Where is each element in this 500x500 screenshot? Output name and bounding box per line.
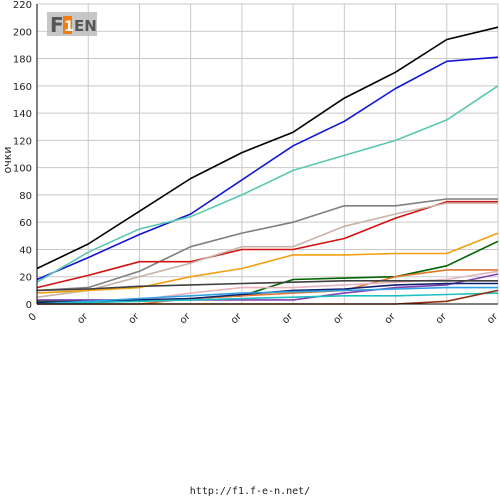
plot-area [37, 4, 498, 304]
series-line-3 [36, 85, 499, 283]
x-tick-label: or [485, 311, 500, 327]
svg-text:F: F [50, 13, 64, 37]
svg-text:1: 1 [64, 19, 74, 35]
x-tick-label: or [178, 311, 194, 327]
x-tick-label: or [331, 311, 347, 327]
x-tick-label: or [75, 311, 91, 327]
series-line-12 [36, 279, 498, 292]
x-tick-label: 0 [27, 311, 39, 323]
y-tick-label: 140 [13, 109, 32, 120]
x-tick-label: or [383, 311, 399, 327]
y-tick-label: 60 [19, 218, 32, 229]
series-line-15 [36, 292, 499, 305]
x-tick-labels: 0 or or or or or or or or or [27, 311, 500, 327]
series-line-4 [36, 198, 498, 292]
y-tick-label: 40 [19, 245, 32, 256]
x-tick-label: or [280, 311, 296, 327]
series-lines [36, 26, 499, 305]
gridlines [37, 3, 499, 305]
series-line-2 [36, 56, 499, 281]
y-tick-label: 120 [13, 136, 32, 147]
svg-text:EN: EN [74, 17, 97, 35]
x-tick-label: or [229, 311, 245, 327]
series-line-6 [36, 202, 498, 298]
x-tick-label: or [127, 311, 143, 327]
series-line-5 [36, 200, 498, 289]
y-tick-label: 0 [26, 300, 32, 311]
y-tick-label: 160 [13, 82, 32, 93]
series-line-14 [36, 286, 498, 305]
x-tick-label: or [434, 311, 450, 327]
y-tick-label: 100 [13, 164, 32, 175]
series-line-1 [36, 26, 499, 270]
footer-url[interactable]: http://f1.f-e-n.net/ [189, 486, 311, 497]
series-line-7 [36, 232, 499, 294]
y-tick-label: 80 [19, 191, 32, 202]
y-tick-label: 20 [19, 273, 32, 284]
y-tick-label: 180 [13, 55, 32, 66]
f1en-logo: F 1 EN [47, 12, 97, 37]
y-tick-label: 200 [13, 27, 32, 38]
y-tick-label: 220 [13, 0, 32, 11]
y-tick-labels: 0 20 40 60 80 100 120 140 160 180 200 220 [13, 0, 32, 311]
y-axis-label: очки [1, 146, 14, 173]
